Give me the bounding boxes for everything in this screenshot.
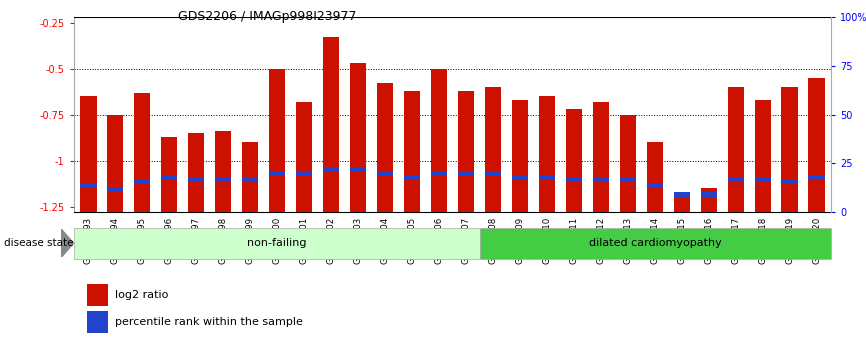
Text: non-failing: non-failing bbox=[247, 238, 307, 248]
Bar bbox=[431, 171, 447, 175]
Bar bbox=[74, 228, 480, 259]
Bar bbox=[188, 133, 204, 212]
Text: log2 ratio: log2 ratio bbox=[115, 290, 168, 300]
Bar bbox=[620, 115, 636, 212]
Bar bbox=[539, 96, 555, 212]
Bar bbox=[592, 102, 609, 212]
Bar bbox=[458, 171, 474, 175]
Bar bbox=[107, 115, 124, 212]
Bar bbox=[809, 78, 824, 212]
Bar bbox=[323, 38, 339, 212]
Bar bbox=[727, 87, 744, 212]
Bar bbox=[809, 175, 824, 179]
Bar bbox=[215, 177, 231, 181]
Text: GDS2206 / IMAGp998I23977: GDS2206 / IMAGp998I23977 bbox=[178, 10, 356, 23]
Bar bbox=[269, 69, 285, 212]
Text: percentile rank within the sample: percentile rank within the sample bbox=[115, 317, 303, 327]
Bar bbox=[620, 177, 636, 181]
Bar bbox=[323, 167, 339, 171]
Bar bbox=[701, 188, 717, 212]
Bar bbox=[647, 183, 662, 187]
Bar bbox=[701, 193, 717, 197]
Bar bbox=[161, 137, 178, 212]
Bar bbox=[107, 187, 124, 191]
Bar bbox=[674, 197, 690, 212]
Bar bbox=[647, 142, 662, 212]
Bar bbox=[377, 83, 393, 212]
Bar bbox=[539, 175, 555, 179]
Bar bbox=[134, 179, 151, 183]
Bar bbox=[87, 311, 108, 333]
Text: dilated cardiomyopathy: dilated cardiomyopathy bbox=[589, 238, 722, 248]
Bar bbox=[754, 100, 771, 212]
Bar bbox=[458, 91, 474, 212]
Bar bbox=[727, 177, 744, 181]
Bar bbox=[565, 109, 582, 212]
Bar bbox=[485, 87, 501, 212]
Bar bbox=[296, 171, 313, 175]
Bar bbox=[480, 228, 831, 259]
Bar bbox=[431, 69, 447, 212]
Bar bbox=[512, 100, 528, 212]
Bar bbox=[242, 177, 258, 181]
Bar bbox=[377, 171, 393, 175]
Bar bbox=[565, 177, 582, 181]
Bar bbox=[134, 93, 151, 212]
Bar bbox=[81, 183, 96, 187]
Text: disease state: disease state bbox=[4, 238, 74, 248]
Bar bbox=[512, 175, 528, 179]
Bar bbox=[781, 179, 798, 183]
Bar bbox=[188, 177, 204, 181]
Bar bbox=[350, 63, 366, 212]
Bar bbox=[592, 177, 609, 181]
Bar bbox=[215, 131, 231, 212]
Bar bbox=[296, 102, 313, 212]
Bar bbox=[781, 87, 798, 212]
Bar bbox=[350, 167, 366, 171]
Bar bbox=[81, 96, 96, 212]
Bar bbox=[161, 175, 178, 179]
Bar bbox=[754, 177, 771, 181]
Bar bbox=[404, 91, 420, 212]
Bar bbox=[485, 171, 501, 175]
Bar bbox=[242, 142, 258, 212]
Bar bbox=[404, 175, 420, 179]
Bar bbox=[674, 193, 690, 197]
Polygon shape bbox=[61, 229, 74, 257]
Bar bbox=[269, 171, 285, 175]
Bar bbox=[87, 284, 108, 306]
